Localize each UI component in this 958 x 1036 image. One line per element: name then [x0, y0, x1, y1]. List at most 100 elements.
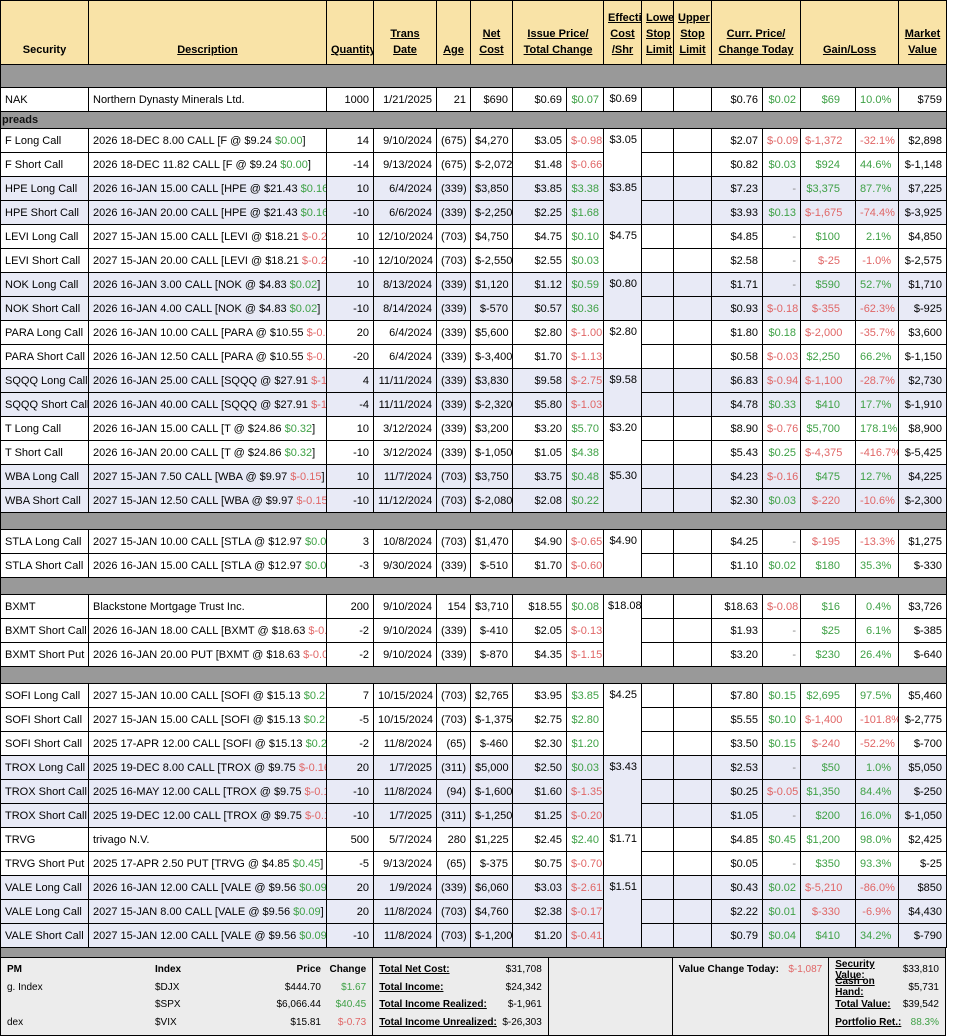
cell-total-change[interactable]: $-0.17	[565, 899, 605, 924]
cell-description[interactable]: 2026 18-DEC 11.82 CALL [F @ $9.24 $0.00]	[88, 152, 327, 177]
column-header-effective-cost-shr[interactable]: Effective Cost /Shr	[603, 0, 643, 65]
index-price[interactable]: $444.70	[284, 981, 321, 993]
cell-lower-stop-limit[interactable]	[641, 875, 675, 900]
cell-security[interactable]: SOFI Short Call	[0, 707, 89, 732]
cell-gain-loss[interactable]: $230	[800, 642, 857, 667]
cell-gain-loss-pct[interactable]: 1.0%	[855, 755, 900, 780]
cell-age[interactable]: (675)	[436, 128, 471, 153]
column-header-trans-date[interactable]: Trans Date	[373, 0, 437, 65]
cell-description[interactable]: 2026 16-JAN 20.00 PUT [BXMT @ $18.63 $-0…	[88, 642, 327, 667]
cell-upper-stop-limit[interactable]	[673, 416, 713, 441]
cell-gain-loss-pct[interactable]: -28.7%	[855, 368, 900, 393]
cell-net-cost[interactable]: $-2,320	[470, 392, 513, 417]
cell-curr-price[interactable]: $1.10	[711, 553, 764, 578]
cell-lower-stop-limit[interactable]	[641, 416, 675, 441]
cell-gain-loss[interactable]: $1,200	[800, 827, 857, 852]
cell-market-value[interactable]: $4,430	[898, 899, 948, 924]
cell-change-today[interactable]: -	[762, 529, 802, 554]
cell-curr-price[interactable]: $1.05	[711, 803, 764, 828]
cell-change-today[interactable]: $0.03	[762, 488, 802, 513]
cell-security[interactable]: TROX Short Call	[0, 803, 89, 828]
cell-issue-price[interactable]: $4.75	[512, 224, 567, 249]
cell-gain-loss-pct[interactable]: 12.7%	[855, 464, 900, 489]
cell-net-cost[interactable]: $-510	[470, 553, 513, 578]
cell-curr-price[interactable]: $7.23	[711, 176, 764, 201]
cell-description[interactable]: 2027 15-JAN 12.50 CALL [WBA @ $9.97 $-0.…	[88, 488, 327, 513]
cell-gain-loss-pct[interactable]: 0.4%	[855, 594, 900, 619]
cell-issue-price[interactable]: $1.70	[512, 344, 567, 369]
cell-net-cost[interactable]: $-460	[470, 731, 513, 756]
cell-change-today[interactable]: $-0.76	[762, 416, 802, 441]
cell-age[interactable]: 280	[436, 827, 471, 852]
cell-gain-loss[interactable]: $350	[800, 851, 857, 876]
cell-trans-date[interactable]: 3/12/2024	[373, 440, 437, 465]
cell-gain-loss[interactable]: $-4,375	[800, 440, 857, 465]
total-label[interactable]: Total Net Cost:	[379, 964, 450, 976]
summary-value[interactable]: 88.3%	[910, 1016, 939, 1028]
cell-age[interactable]: (339)	[436, 416, 471, 441]
cell-security[interactable]: PARA Long Call	[0, 320, 89, 345]
cell-security[interactable]: T Short Call	[0, 440, 89, 465]
cell-security[interactable]: T Long Call	[0, 416, 89, 441]
cell-market-value[interactable]: $1,710	[898, 272, 948, 297]
cell-quantity[interactable]: 7	[326, 683, 374, 708]
cell-lower-stop-limit[interactable]	[641, 923, 675, 948]
cell-description[interactable]: 2026 18-DEC 8.00 CALL [F @ $9.24 $0.00]	[88, 128, 327, 153]
cell-age[interactable]: (703)	[436, 488, 471, 513]
cell-market-value[interactable]: $4,850	[898, 224, 948, 249]
cell-total-change[interactable]: $0.36	[565, 296, 605, 321]
index-row-label[interactable]: g. Index	[7, 981, 43, 993]
cell-change-today[interactable]: $-0.08	[762, 594, 802, 619]
cell-net-cost[interactable]: $4,760	[470, 899, 513, 924]
cell-quantity[interactable]: -4	[326, 392, 374, 417]
cell-issue-price[interactable]: $2.55	[512, 248, 567, 273]
cell-description[interactable]: trivago N.V.	[88, 827, 327, 852]
cell-lower-stop-limit[interactable]	[641, 899, 675, 924]
price-col-header[interactable]: Price	[296, 964, 321, 976]
cell-description[interactable]: 2026 16-JAN 15.00 CALL [HPE @ $21.43 $0.…	[88, 176, 327, 201]
cell-market-value[interactable]: $-5,425	[898, 440, 948, 465]
cell-upper-stop-limit[interactable]	[673, 368, 713, 393]
cell-market-value[interactable]: $-25	[898, 851, 948, 876]
cell-issue-price[interactable]: $1.48	[512, 152, 567, 177]
column-header-lower-stop-limit[interactable]: Lower Stop Limit	[641, 0, 675, 65]
cell-total-change[interactable]: $0.03	[565, 248, 605, 273]
cell-total-change[interactable]: $-1.03	[565, 392, 605, 417]
cell-description[interactable]: 2026 16-JAN 20.00 CALL [HPE @ $21.43 $0.…	[88, 200, 327, 225]
cell-change-today[interactable]: $-0.94	[762, 368, 802, 393]
cell-total-change[interactable]: $0.08	[565, 594, 605, 619]
cell-market-value[interactable]: $5,460	[898, 683, 948, 708]
cell-net-cost[interactable]: $4,750	[470, 224, 513, 249]
cell-gain-loss[interactable]: $100	[800, 224, 857, 249]
cell-quantity[interactable]: 4	[326, 368, 374, 393]
cell-issue-price[interactable]: $3.03	[512, 875, 567, 900]
column-header-market-value[interactable]: Market Value	[898, 0, 948, 65]
cell-effective-cost[interactable]: $1.51	[603, 875, 643, 948]
cell-age[interactable]: (339)	[436, 368, 471, 393]
cell-total-change[interactable]: $-1.13	[565, 344, 605, 369]
cell-net-cost[interactable]: $-2,072	[470, 152, 513, 177]
cell-change-today[interactable]: $-0.18	[762, 296, 802, 321]
cell-upper-stop-limit[interactable]	[673, 803, 713, 828]
cell-upper-stop-limit[interactable]	[673, 618, 713, 643]
cell-total-change[interactable]: $3.85	[565, 683, 605, 708]
cell-description[interactable]: 2025 17-APR 12.00 CALL [SOFI @ $15.13 $0…	[88, 731, 327, 756]
column-header-gain-loss[interactable]: Gain/Loss	[800, 0, 900, 65]
cell-gain-loss-pct[interactable]: -6.9%	[855, 899, 900, 924]
index-change[interactable]: $-0.73	[337, 1016, 367, 1028]
cell-total-change[interactable]: $-0.20	[565, 803, 605, 828]
cell-curr-price[interactable]: $2.30	[711, 488, 764, 513]
cell-age[interactable]: (339)	[436, 875, 471, 900]
cell-description[interactable]: 2026 16-JAN 3.00 CALL [NOK @ $4.83 $0.02…	[88, 272, 327, 297]
cell-gain-loss[interactable]: $924	[800, 152, 857, 177]
cell-curr-price[interactable]: $3.93	[711, 200, 764, 225]
cell-age[interactable]: (703)	[436, 683, 471, 708]
cell-quantity[interactable]: -10	[326, 248, 374, 273]
cell-gain-loss[interactable]: $590	[800, 272, 857, 297]
cell-change-today[interactable]: -	[762, 618, 802, 643]
cell-age[interactable]: (339)	[436, 176, 471, 201]
cell-trans-date[interactable]: 11/12/2024	[373, 488, 437, 513]
cell-quantity[interactable]: -10	[326, 200, 374, 225]
cell-market-value[interactable]: $-1,150	[898, 344, 948, 369]
cell-gain-loss[interactable]: $180	[800, 553, 857, 578]
